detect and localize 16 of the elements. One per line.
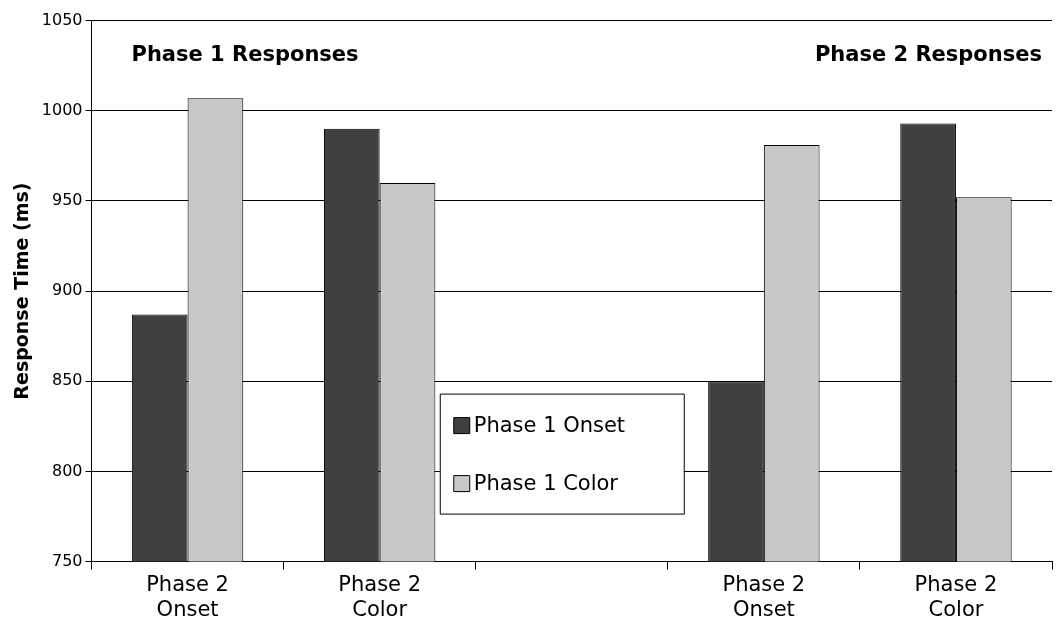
y-axis-title: Response Time (ms) [10, 182, 33, 400]
y-tick-label: 1000 [41, 99, 83, 119]
y-tick-label: 950 [51, 190, 83, 210]
y-tick-label: 900 [51, 280, 83, 300]
x-tick-label: Phase 2 Onset [722, 571, 806, 621]
legend-label: Phase 1 Onset [473, 413, 626, 438]
y-tick-label: 1050 [41, 9, 83, 29]
x-tick-label: Phase 2 Color [338, 571, 422, 621]
x-tick-label: Phase 2 Color [914, 571, 998, 621]
y-tick-label: 850 [51, 370, 83, 390]
y-tick-label: 750 [51, 550, 83, 570]
y-tick-label: 800 [51, 460, 83, 480]
x-tick-label: Phase 2 Onset [146, 571, 229, 621]
annotation: Phase 1 Responses [131, 42, 359, 67]
legend-label: Phase 1 Color [473, 471, 619, 496]
annotation: Phase 2 Responses [814, 42, 1042, 67]
